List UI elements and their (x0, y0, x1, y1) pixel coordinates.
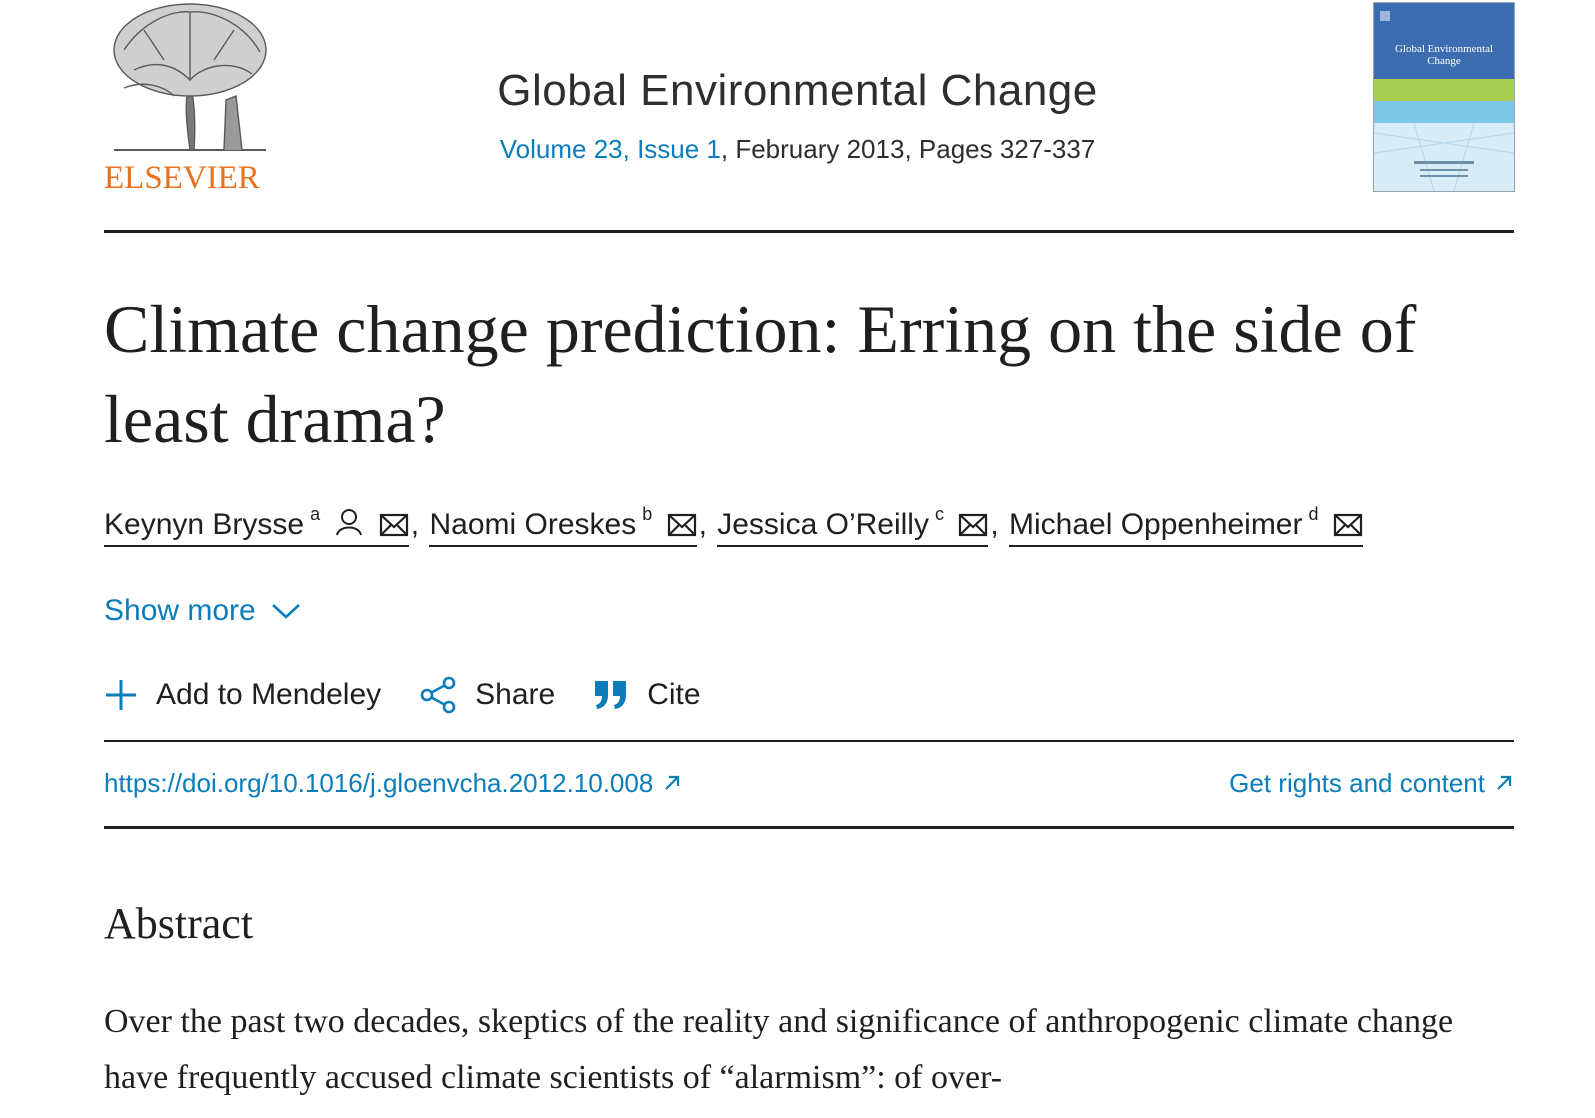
author-separator: , (410, 508, 420, 541)
email-icon (1333, 513, 1362, 537)
links-divider (104, 826, 1514, 829)
share-icon (420, 676, 456, 714)
add-to-mendeley-label: Add to Mendeley (156, 678, 382, 711)
journal-issue-info: Volume 23, Issue 1, February 2013, Pages… (0, 134, 1595, 165)
affiliation-mark: c (934, 504, 944, 524)
cover-art (1374, 3, 1514, 191)
external-link-icon (1497, 775, 1512, 790)
doi-link[interactable]: https://doi.org/10.1016/j.gloenvcha.2012… (104, 768, 681, 799)
affiliation-mark: b (642, 504, 653, 524)
chevron-down-icon (271, 604, 300, 619)
email-icon (959, 513, 988, 537)
share-label: Share (475, 678, 556, 711)
volume-issue-link[interactable]: Volume 23, Issue 1 (499, 134, 721, 164)
doi-text: https://doi.org/10.1016/j.gloenvcha.2012… (104, 768, 654, 798)
get-rights-link[interactable]: Get rights and content (1229, 768, 1513, 799)
cite-button[interactable]: Cite (593, 678, 701, 712)
tree-logo-icon (113, 3, 267, 151)
elsevier-logo[interactable]: ELSEVIER (104, 0, 276, 200)
plus-icon (106, 680, 136, 710)
author-separator: , (698, 508, 707, 541)
get-rights-text: Get rights and content (1229, 768, 1485, 798)
elsevier-wordmark: ELSEVIER (104, 160, 260, 196)
date-pages: , February 2013, Pages 327-337 (720, 134, 1096, 164)
affiliation-mark: d (1308, 504, 1319, 524)
author-link[interactable]: Keynyn Brysse a (104, 504, 409, 547)
cite-label: Cite (647, 678, 701, 711)
affiliation-mark: a (310, 504, 321, 524)
author-name: Michael Oppenheimer (1009, 508, 1303, 541)
email-icon (379, 513, 408, 537)
article-actions: Add to Mendeley Share Cite (104, 676, 739, 714)
quote-icon (595, 681, 627, 709)
author-separator: , (990, 508, 999, 541)
article-title: Climate change prediction: Erring on the… (104, 291, 1417, 457)
share-button[interactable]: Share (419, 676, 555, 714)
cover-title: Global Environmental Change (1394, 43, 1494, 67)
author-link[interactable]: Naomi Oreskes b (429, 504, 697, 547)
journal-cover-image[interactable]: Global Environmental Change (1373, 2, 1515, 192)
abstract-text: Over the past two decades, skeptics of t… (104, 1003, 1454, 1096)
show-more-label: Show more (104, 594, 256, 627)
actions-divider (104, 740, 1514, 742)
header-divider (104, 230, 1514, 233)
author-link[interactable]: Michael Oppenheimer d (1009, 504, 1363, 547)
author-name: Naomi Oreskes (429, 508, 637, 541)
add-to-mendeley-button[interactable]: Add to Mendeley (104, 678, 381, 712)
author-link[interactable]: Jessica O’Reilly c (717, 504, 989, 547)
external-link-icon (665, 775, 680, 790)
journal-title[interactable]: Global Environmental Change (497, 66, 1098, 115)
email-icon (667, 513, 696, 537)
person-icon (336, 509, 363, 536)
abstract-heading: Abstract (104, 899, 254, 948)
author-list: Keynyn Brysse a , Naomi Oreskes b , Jessic… (104, 504, 1363, 547)
show-more-button[interactable]: Show more (104, 594, 302, 628)
author-name: Jessica O’Reilly (717, 508, 929, 541)
author-name: Keynyn Brysse (104, 508, 305, 541)
